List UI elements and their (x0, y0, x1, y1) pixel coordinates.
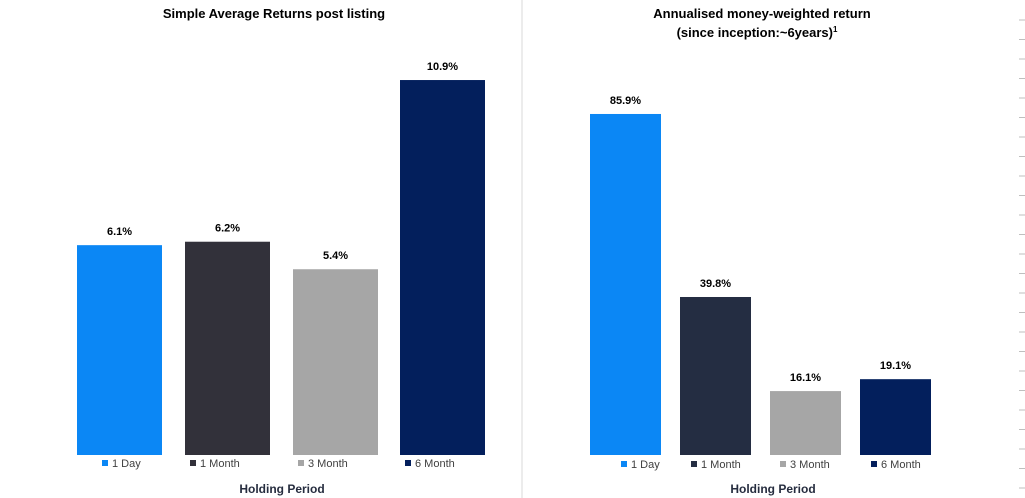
right-edge-ticks (1019, 19, 1025, 489)
x-axis-label: Holding Period (730, 482, 815, 496)
legend-label-1-day: 1 Day (631, 459, 660, 471)
bar-6-month (860, 379, 931, 455)
data-label-6-month: 10.9% (427, 61, 458, 73)
data-label-1-month: 6.2% (215, 223, 240, 235)
legend-swatch-3-month (298, 460, 304, 466)
data-label-3-month: 16.1% (790, 372, 821, 384)
legend-label-6-month: 6 Month (881, 459, 921, 471)
bar-1-day (77, 245, 162, 455)
data-label-3-month: 5.4% (323, 250, 348, 262)
data-label-6-month: 19.1% (880, 360, 911, 372)
legend-label-1-month: 1 Month (200, 458, 240, 470)
legend-label-6-month: 6 Month (415, 458, 455, 470)
chart-subtitle-text: (since inception:~6years) (677, 25, 833, 40)
legend-swatch-6-month (405, 460, 411, 466)
legend: 1 Day 1 Month 3 Month 6 Month (621, 459, 921, 471)
bar-3-month (770, 391, 841, 455)
chart-subtitle: (since inception:~6years)1 (677, 25, 838, 40)
bars: 85.9% 39.8% 16.1% 19.1% (590, 95, 931, 456)
bar-1-month (185, 241, 270, 455)
chart-annualised-return: Annualised money-weighted return (since … (590, 6, 931, 496)
legend-swatch-1-month (691, 461, 697, 467)
data-label-1-day: 6.1% (107, 226, 132, 238)
legend-swatch-1-day (621, 461, 627, 467)
bar-1-month (680, 296, 751, 455)
chart-title: Annualised money-weighted return (653, 6, 870, 21)
data-label-1-month: 39.8% (700, 278, 731, 290)
legend-label-3-month: 3 Month (308, 458, 348, 470)
bars: 6.1% 6.2% 5.4% 10.9% (77, 61, 485, 455)
legend-swatch-1-month (190, 460, 196, 466)
legend-swatch-3-month (780, 461, 786, 467)
x-axis-label: Holding Period (239, 482, 324, 496)
bar-3-month (293, 269, 378, 455)
chart-simple-average-returns: Simple Average Returns post listing 6.1%… (77, 6, 485, 496)
legend-label-3-month: 3 Month (790, 459, 830, 471)
legend-label-1-day: 1 Day (112, 458, 141, 470)
data-label-1-day: 85.9% (610, 95, 641, 107)
chart-title: Simple Average Returns post listing (163, 6, 385, 21)
legend-swatch-6-month (871, 461, 877, 467)
bar-1-day (590, 113, 661, 456)
legend-label-1-month: 1 Month (701, 459, 741, 471)
footnote-marker: 1 (833, 25, 838, 34)
bar-6-month (400, 80, 485, 455)
legend-swatch-1-day (102, 460, 108, 466)
legend: 1 Day 1 Month 3 Month 6 Month (102, 458, 455, 470)
